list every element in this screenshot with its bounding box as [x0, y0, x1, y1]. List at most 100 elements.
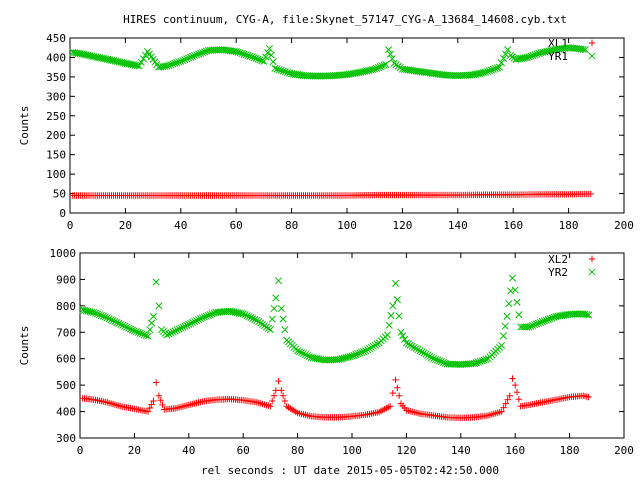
- data-point: [439, 358, 447, 367]
- data-point: [389, 302, 397, 310]
- data-point: [297, 349, 306, 357]
- data-point: [472, 359, 480, 367]
- data-point: [509, 375, 516, 382]
- data-point: [157, 397, 164, 404]
- data-point: [534, 319, 543, 327]
- data-point: [173, 326, 181, 334]
- x-tick-label: 80: [291, 444, 304, 457]
- data-point: [269, 397, 276, 405]
- data-point: [281, 68, 289, 76]
- data-point: [146, 404, 154, 412]
- data-point: [378, 62, 386, 70]
- data-point: [527, 322, 535, 330]
- data-point: [431, 355, 440, 364]
- data-point: [206, 311, 214, 319]
- data-point: [132, 328, 140, 336]
- data-point: [502, 400, 509, 407]
- legend-label: YR2: [548, 266, 568, 279]
- data-point: [371, 65, 379, 73]
- data-point: [135, 62, 143, 70]
- data-point: [237, 309, 245, 317]
- y-tick-label: 300: [56, 432, 76, 445]
- data-point: [105, 315, 113, 323]
- data-point: [346, 353, 354, 361]
- data-point: [392, 376, 399, 384]
- data-point: [386, 50, 394, 58]
- y-tick-label: 350: [46, 71, 66, 84]
- data-point: [193, 317, 201, 325]
- y-tick-label: 500: [56, 379, 76, 392]
- data-point: [267, 403, 274, 410]
- data-point: [383, 331, 391, 339]
- x-tick-label: 100: [337, 219, 357, 232]
- x-tick-label: 0: [67, 219, 74, 232]
- data-point: [194, 316, 203, 324]
- y-tick-label: 800: [56, 300, 76, 313]
- data-point: [299, 350, 307, 358]
- data-point: [391, 279, 400, 287]
- data-point: [422, 350, 430, 358]
- data-point: [249, 314, 257, 323]
- data-point: [295, 348, 304, 356]
- data-point: [246, 52, 254, 60]
- data-point: [148, 319, 156, 327]
- data-point: [234, 48, 242, 56]
- x-tick-label: 140: [451, 444, 471, 457]
- data-point: [399, 332, 407, 340]
- data-point: [581, 46, 589, 54]
- data-point: [531, 321, 539, 329]
- data-point: [540, 317, 548, 325]
- y-tick-label: 400: [46, 51, 66, 64]
- data-point: [171, 327, 179, 335]
- y-tick-label: 100: [46, 168, 66, 181]
- x-tick-label: 40: [182, 444, 195, 457]
- data-point: [144, 408, 152, 415]
- data-point: [179, 56, 187, 65]
- data-point: [418, 348, 426, 356]
- data-point: [181, 56, 189, 64]
- data-point: [301, 351, 309, 359]
- y-tick-label: 50: [53, 188, 66, 201]
- data-point: [437, 358, 445, 366]
- data-point: [278, 387, 285, 394]
- data-point: [177, 324, 185, 332]
- y-tick-label: 900: [56, 273, 76, 286]
- data-point: [179, 323, 187, 331]
- data-point: [476, 357, 484, 365]
- x-tick-label: 180: [559, 219, 579, 232]
- data-point: [197, 49, 205, 57]
- data-point: [376, 63, 384, 71]
- data-point: [483, 67, 492, 76]
- data-point: [506, 392, 513, 399]
- data-point: [533, 320, 541, 328]
- data-point: [294, 347, 302, 355]
- data-point: [356, 349, 364, 357]
- data-point: [420, 349, 428, 357]
- data-point: [125, 324, 133, 332]
- data-point: [416, 347, 424, 355]
- data-point: [587, 190, 594, 198]
- data-point: [101, 313, 109, 321]
- data-point: [239, 310, 247, 318]
- data-point: [272, 294, 280, 302]
- data-point: [283, 68, 291, 76]
- data-point: [95, 311, 103, 319]
- x-tick-label: 40: [174, 219, 187, 232]
- data-point: [428, 354, 436, 362]
- data-point: [265, 44, 273, 53]
- data-point: [481, 68, 490, 76]
- data-point: [474, 358, 482, 366]
- data-point: [480, 356, 488, 364]
- data-point: [389, 389, 396, 397]
- x-tick-label: 160: [503, 219, 523, 232]
- y-tick-label: 0: [59, 207, 66, 220]
- data-point: [144, 332, 152, 340]
- x-tick-label: 120: [396, 444, 416, 457]
- data-point: [266, 326, 274, 334]
- data-point: [199, 49, 207, 57]
- data-point: [167, 61, 175, 69]
- data-point: [585, 393, 592, 401]
- data-point: [173, 59, 181, 67]
- data-point: [360, 347, 368, 356]
- data-point: [362, 347, 370, 355]
